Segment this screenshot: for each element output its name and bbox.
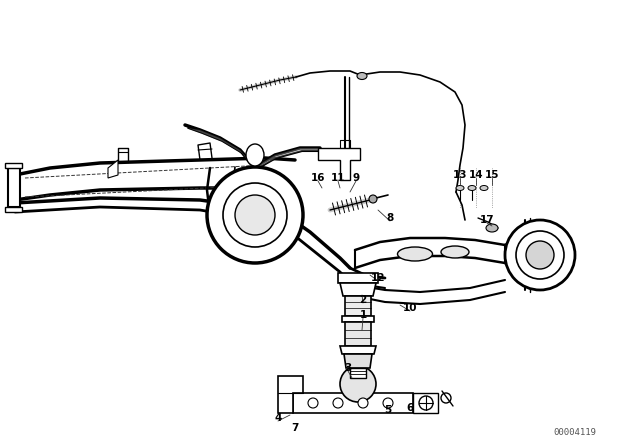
Polygon shape — [278, 376, 303, 413]
Circle shape — [223, 183, 287, 247]
Ellipse shape — [357, 73, 367, 79]
Circle shape — [526, 241, 554, 269]
Text: 16: 16 — [311, 173, 325, 183]
Text: 6: 6 — [406, 403, 413, 413]
Text: 14: 14 — [468, 170, 483, 180]
Text: 4: 4 — [275, 413, 282, 423]
Text: 8: 8 — [387, 213, 394, 223]
Text: 10: 10 — [403, 303, 417, 313]
Circle shape — [419, 396, 433, 410]
Text: 7: 7 — [291, 423, 299, 433]
Polygon shape — [5, 163, 22, 168]
Ellipse shape — [397, 247, 433, 261]
Circle shape — [505, 220, 575, 290]
Polygon shape — [5, 207, 22, 212]
Text: 15: 15 — [484, 170, 499, 180]
Text: 5: 5 — [385, 405, 392, 415]
Circle shape — [358, 398, 368, 408]
Polygon shape — [344, 354, 372, 368]
Text: 3: 3 — [344, 363, 351, 373]
Ellipse shape — [486, 224, 498, 232]
Text: 2: 2 — [360, 295, 367, 305]
Polygon shape — [342, 316, 374, 322]
Ellipse shape — [456, 185, 464, 190]
Circle shape — [340, 366, 376, 402]
Text: 1: 1 — [360, 310, 367, 320]
Text: 12: 12 — [371, 273, 385, 283]
Text: 17: 17 — [480, 215, 494, 225]
Polygon shape — [293, 393, 413, 413]
Polygon shape — [188, 128, 322, 170]
Polygon shape — [345, 322, 371, 346]
Circle shape — [235, 195, 275, 235]
Text: 11: 11 — [331, 173, 345, 183]
Text: 9: 9 — [353, 173, 360, 183]
Circle shape — [207, 167, 303, 263]
Circle shape — [333, 398, 343, 408]
Ellipse shape — [246, 144, 264, 166]
Text: 00004119: 00004119 — [554, 427, 596, 436]
Polygon shape — [8, 168, 20, 207]
Polygon shape — [515, 225, 555, 238]
Polygon shape — [338, 273, 378, 283]
Polygon shape — [345, 296, 371, 316]
Circle shape — [441, 393, 451, 403]
Polygon shape — [515, 272, 555, 285]
Ellipse shape — [468, 185, 476, 190]
Polygon shape — [318, 148, 360, 180]
Ellipse shape — [441, 246, 469, 258]
Polygon shape — [340, 283, 376, 296]
Polygon shape — [350, 368, 366, 378]
Polygon shape — [413, 393, 438, 413]
Polygon shape — [340, 346, 376, 354]
Circle shape — [308, 398, 318, 408]
Circle shape — [383, 398, 393, 408]
Polygon shape — [108, 160, 118, 178]
Circle shape — [369, 195, 377, 203]
Text: 13: 13 — [452, 170, 467, 180]
Ellipse shape — [480, 185, 488, 190]
Circle shape — [516, 231, 564, 279]
